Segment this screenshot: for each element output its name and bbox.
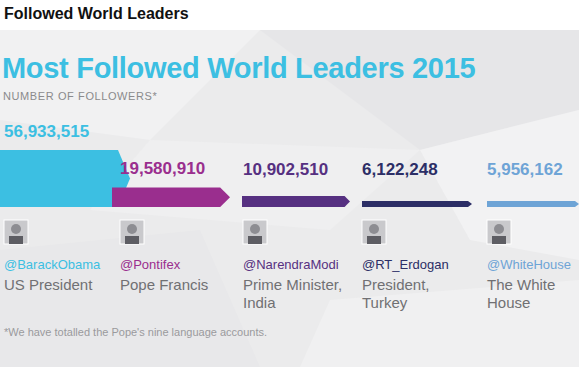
avatar xyxy=(4,220,28,244)
category-label: @Pontifex xyxy=(120,257,180,272)
data-label: 6,122,248 xyxy=(362,160,438,180)
category-description: US President xyxy=(4,276,114,294)
background-facet xyxy=(420,110,579,260)
avatar xyxy=(243,220,267,244)
chart-subtitle: NUMBER OF FOLLOWERS* xyxy=(3,90,157,102)
data-label: 10,902,510 xyxy=(243,160,328,180)
avatar xyxy=(362,220,386,244)
footnote: *We have totalled the Pope's nine langua… xyxy=(4,326,267,338)
category-label: @RT_Erdogan xyxy=(362,257,449,272)
category-description: Prime Minister, India xyxy=(243,276,353,312)
chart-title: Most Followed World Leaders 2015 xyxy=(2,52,475,85)
background-facet xyxy=(90,140,420,230)
bar xyxy=(0,150,130,207)
avatar xyxy=(120,220,144,244)
category-label: @WhiteHouse xyxy=(487,257,571,272)
bar xyxy=(362,201,472,207)
category-label: @BarackObama xyxy=(4,257,100,272)
category-description: The White House xyxy=(487,276,575,312)
data-label: 56,933,515 xyxy=(4,122,89,142)
bar xyxy=(112,187,230,207)
background xyxy=(0,30,579,367)
background-facet xyxy=(300,280,579,367)
bar xyxy=(487,201,579,207)
category-description: Pope Francis xyxy=(120,276,230,294)
background-facet xyxy=(0,230,260,367)
category-label: @NarendraModi xyxy=(243,257,339,272)
data-label: 19,580,910 xyxy=(120,159,205,179)
category-description: President, Turkey xyxy=(362,276,472,312)
avatar xyxy=(487,220,511,244)
bar xyxy=(242,196,350,207)
bars xyxy=(0,150,579,207)
data-label: 5,956,162 xyxy=(487,160,563,180)
header: Followed World Leaders xyxy=(4,5,189,23)
